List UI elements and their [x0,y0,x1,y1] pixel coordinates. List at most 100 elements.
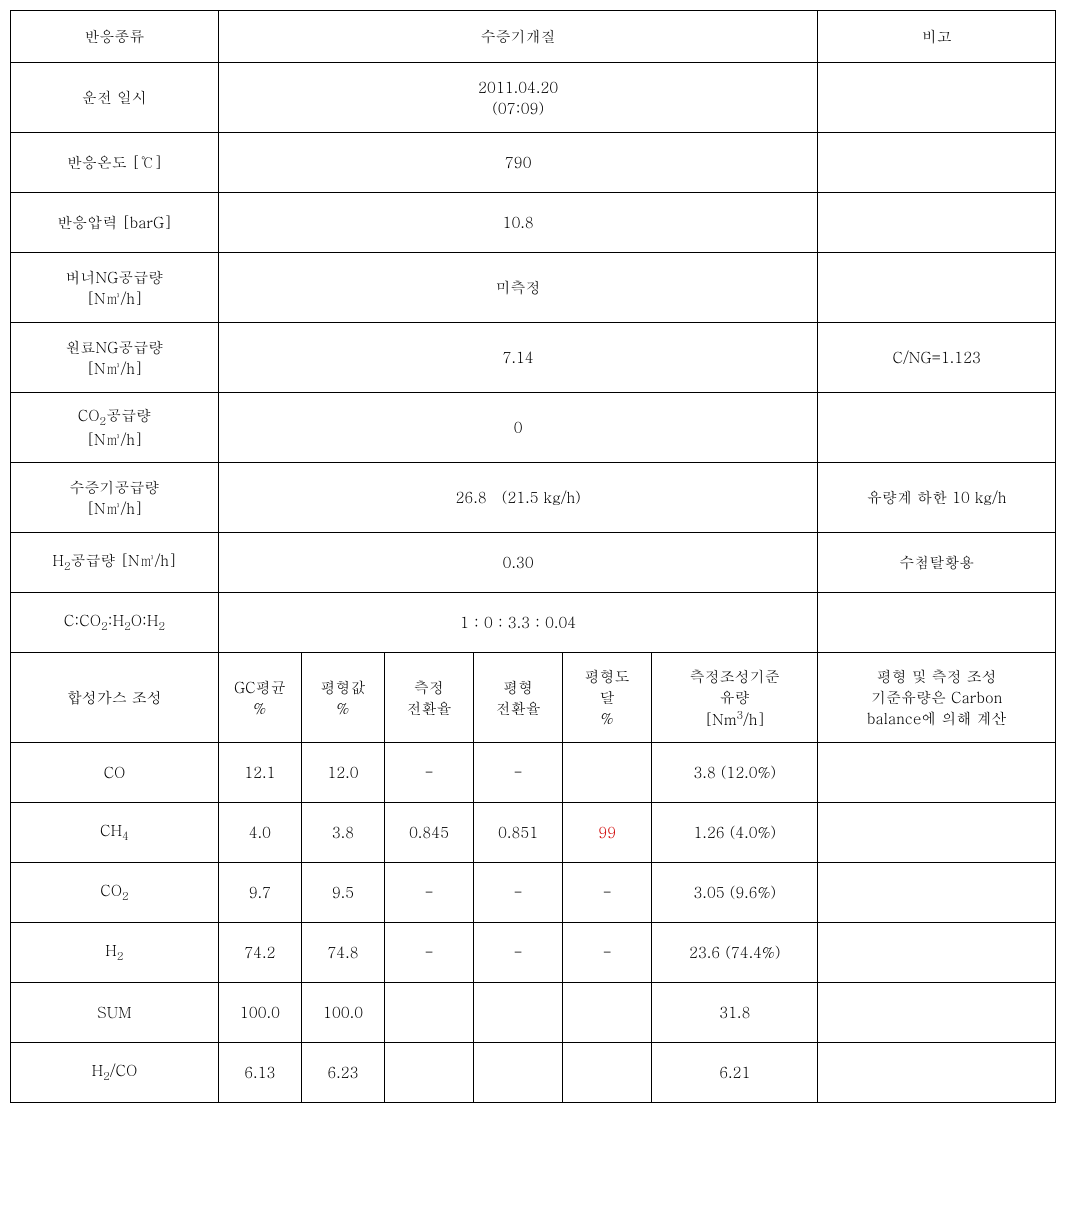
row-label: C:CO2:H2O:H2 [11,593,219,653]
cell-gc: 100.0 [218,983,301,1043]
table-row: H2공급량 [N㎥/h] 0.30 수첨탈황용 [11,533,1056,593]
cell-note [818,923,1056,983]
table-row: H274.274.8---23.6 (74.4%) [11,923,1056,983]
row-value: 7.14 [218,323,818,393]
row-note [818,593,1056,653]
cell-flow: 3.8 (12.0%) [652,743,818,803]
row-label: H2공급량 [N㎥/h] [11,533,219,593]
table-row: CO12.112.0--3.8 (12.0%) [11,743,1056,803]
cell-pd: - [563,863,652,923]
cell-mc: - [385,743,474,803]
row-note [818,393,1056,463]
cell-label: SUM [11,983,219,1043]
row-note: 수첨탈황용 [818,533,1056,593]
cell-mc [385,983,474,1043]
row-note [818,253,1056,323]
cell-eq: 3.8 [301,803,384,863]
cell-note [818,1043,1056,1103]
cell-gc: 9.7 [218,863,301,923]
table-row: 원료NG공급량[N㎥/h] 7.14 C/NG=1.123 [11,323,1056,393]
cell-gc: 6.13 [218,1043,301,1103]
cell-ec: - [474,923,563,983]
row-label: 수증기공급량[N㎥/h] [11,463,219,533]
cell-mc: - [385,923,474,983]
row-label: 반응온도 [℃] [11,133,219,193]
header-row: 반응종류 수증기개질 비고 [11,11,1056,63]
row-value: 1 : 0 : 3.3 : 0.04 [218,593,818,653]
header-col1: 반응종류 [11,11,219,63]
row-value: 26.8 (21.5 kg/h) [218,463,818,533]
subheader-c2: 평형값% [301,653,384,743]
cell-eq: 74.8 [301,923,384,983]
cell-ec: - [474,863,563,923]
cell-mc [385,1043,474,1103]
table-row: CO29.79.5---3.05 (9.6%) [11,863,1056,923]
subheader-label: 합성가스 조성 [11,653,219,743]
cell-flow: 3.05 (9.6%) [652,863,818,923]
table-row: 운전 일시 2011.04.20(07:09) [11,63,1056,133]
table-row: 버너NG공급량[N㎥/h] 미측정 [11,253,1056,323]
cell-flow: 23.6 (74.4%) [652,923,818,983]
row-value: 10.8 [218,193,818,253]
cell-ec [474,1043,563,1103]
table-row: 수증기공급량[N㎥/h] 26.8 (21.5 kg/h) 유량계 하한 10 … [11,463,1056,533]
row-note [818,133,1056,193]
cell-pd [563,743,652,803]
cell-eq: 100.0 [301,983,384,1043]
subheader-c3: 측정전환율 [385,653,474,743]
row-note [818,63,1056,133]
row-value: 0 [218,393,818,463]
row-note: 유량계 하한 10 kg/h [818,463,1056,533]
table-row: CH44.03.80.8450.851991.26 (4.0%) [11,803,1056,863]
row-label: 운전 일시 [11,63,219,133]
subheader-c4: 평형전환율 [474,653,563,743]
table-row: SUM100.0100.031.8 [11,983,1056,1043]
cell-pd [563,983,652,1043]
cell-gc: 4.0 [218,803,301,863]
subheader-c1: GC평균% [218,653,301,743]
cell-flow: 1.26 (4.0%) [652,803,818,863]
cell-eq: 9.5 [301,863,384,923]
cell-note [818,983,1056,1043]
cell-note [818,803,1056,863]
cell-eq: 6.23 [301,1043,384,1103]
table-row: 반응온도 [℃] 790 [11,133,1056,193]
row-label: 반응압력 [barG] [11,193,219,253]
cell-note [818,743,1056,803]
header-col2: 수증기개질 [218,11,818,63]
cell-flow: 31.8 [652,983,818,1043]
cell-label: CH4 [11,803,219,863]
cell-pd: 99 [563,803,652,863]
row-label: CO2공급량[N㎥/h] [11,393,219,463]
cell-pd [563,1043,652,1103]
cell-flow: 6.21 [652,1043,818,1103]
table-row: 반응압력 [barG] 10.8 [11,193,1056,253]
cell-ec [474,983,563,1043]
cell-ec: - [474,743,563,803]
row-note [818,193,1056,253]
cell-ec: 0.851 [474,803,563,863]
cell-gc: 74.2 [218,923,301,983]
row-note: C/NG=1.123 [818,323,1056,393]
cell-gc: 12.1 [218,743,301,803]
row-value: 미측정 [218,253,818,323]
cell-pd: - [563,923,652,983]
cell-label: H2/CO [11,1043,219,1103]
header-col3: 비고 [818,11,1056,63]
table-row: C:CO2:H2O:H2 1 : 0 : 3.3 : 0.04 [11,593,1056,653]
row-value: 790 [218,133,818,193]
row-value: 2011.04.20(07:09) [218,63,818,133]
row-value: 0.30 [218,533,818,593]
row-label: 원료NG공급량[N㎥/h] [11,323,219,393]
table-row: CO2공급량[N㎥/h] 0 [11,393,1056,463]
cell-label: H2 [11,923,219,983]
cell-eq: 12.0 [301,743,384,803]
cell-label: CO2 [11,863,219,923]
data-table: 반응종류 수증기개질 비고 운전 일시 2011.04.20(07:09) 반응… [10,10,1056,1103]
subheader-c6: 측정조성기준유량[Nm3/h] [652,653,818,743]
cell-note [818,863,1056,923]
row-label: 버너NG공급량[N㎥/h] [11,253,219,323]
subheader-c5: 평형도달% [563,653,652,743]
cell-mc: 0.845 [385,803,474,863]
subheader-row: 합성가스 조성 GC평균% 평형값% 측정전환율 평형전환율 평형도달% 측정조… [11,653,1056,743]
